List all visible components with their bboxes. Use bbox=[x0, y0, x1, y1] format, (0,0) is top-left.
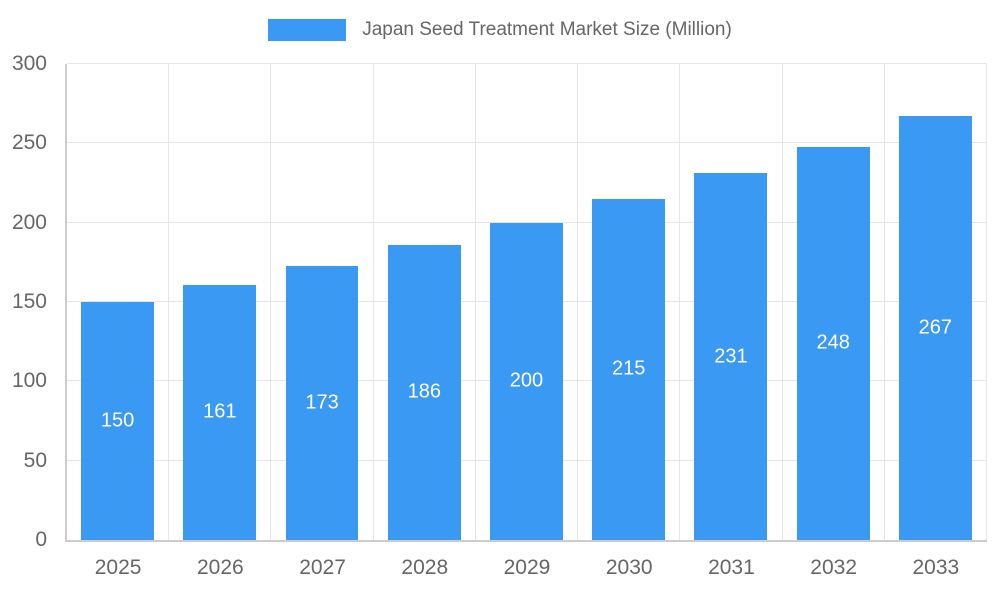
chart-legend: Japan Seed Treatment Market Size (Millio… bbox=[0, 16, 1000, 44]
bar bbox=[183, 284, 257, 540]
bar-value-label: 231 bbox=[714, 345, 748, 368]
category-column: 231 bbox=[680, 64, 783, 540]
y-tick-label: 100 bbox=[11, 369, 47, 393]
h-gridline bbox=[67, 221, 987, 223]
bar-value-label: 150 bbox=[100, 409, 135, 432]
h-gridline bbox=[67, 142, 987, 144]
x-tick-label: 2031 bbox=[708, 556, 755, 579]
category-column: 150 bbox=[67, 64, 170, 540]
y-tick-label: 300 bbox=[11, 52, 47, 75]
bar-value-label: 248 bbox=[816, 331, 850, 354]
bar bbox=[898, 116, 972, 540]
category-column: 267 bbox=[885, 64, 987, 540]
x-tick-label: 2029 bbox=[503, 556, 551, 579]
bar bbox=[387, 244, 461, 540]
bar bbox=[490, 222, 563, 540]
x-tick-label: 2032 bbox=[810, 556, 857, 579]
x-tick-label: 2025 bbox=[94, 556, 142, 579]
y-tick-label: 0 bbox=[35, 528, 47, 551]
bar-value-label: 186 bbox=[407, 380, 441, 403]
category-column: 248 bbox=[783, 64, 885, 540]
y-axis-labels: 0 50 100 150 200 250 300 bbox=[0, 52, 55, 551]
y-tick-label: 250 bbox=[11, 131, 47, 155]
x-axis-labels: 2025 2026 2027 2028 2029 2030 2031 2032 2033 bbox=[67, 556, 987, 580]
category-column: 173 bbox=[271, 64, 374, 540]
category-column: 215 bbox=[578, 64, 681, 540]
bar-value-label: 161 bbox=[203, 400, 237, 423]
bar-value-label: 267 bbox=[918, 316, 953, 339]
bars-container: 150 161 173 186 200 215 231 248 267 bbox=[67, 64, 987, 540]
x-tick-label: 2028 bbox=[401, 556, 449, 579]
bar bbox=[694, 173, 768, 540]
legend-swatch bbox=[268, 19, 347, 41]
bar-value-label: 200 bbox=[509, 369, 544, 392]
category-column: 186 bbox=[374, 64, 476, 540]
legend-label: Japan Seed Treatment Market Size (Millio… bbox=[362, 19, 732, 40]
x-tick-label: 2026 bbox=[196, 556, 244, 579]
y-tick-label: 150 bbox=[11, 290, 47, 313]
x-tick-label: 2030 bbox=[605, 556, 653, 579]
bar-value-label: 173 bbox=[305, 391, 339, 414]
x-tick-label: 2027 bbox=[299, 556, 346, 579]
y-tick-label: 200 bbox=[11, 210, 47, 234]
bar-value-label: 215 bbox=[612, 357, 646, 380]
h-gridline bbox=[67, 63, 987, 64]
y-tick-label: 50 bbox=[23, 448, 47, 472]
bar bbox=[285, 265, 359, 540]
bar bbox=[796, 146, 870, 540]
category-column: 161 bbox=[169, 64, 272, 540]
plot-area: 150 161 173 186 200 215 231 248 267 bbox=[65, 63, 987, 542]
bar bbox=[592, 198, 666, 540]
category-column: 200 bbox=[476, 64, 579, 540]
bar bbox=[81, 302, 155, 540]
x-tick-label: 2033 bbox=[912, 556, 960, 579]
